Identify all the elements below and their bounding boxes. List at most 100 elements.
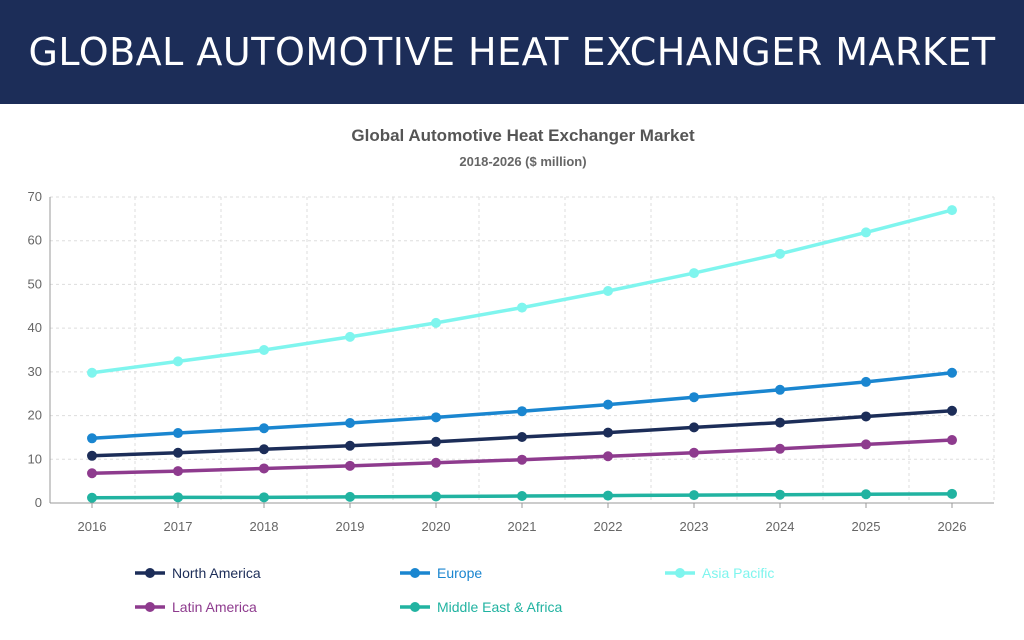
x-tick-label: 2022 bbox=[594, 519, 623, 534]
data-point bbox=[431, 436, 441, 447]
legend-item: Latin America bbox=[135, 599, 257, 615]
data-point bbox=[173, 466, 183, 477]
data-point bbox=[259, 492, 269, 503]
data-point bbox=[259, 423, 269, 434]
data-point bbox=[345, 491, 355, 502]
data-point bbox=[603, 399, 613, 410]
data-point bbox=[517, 431, 527, 442]
data-point bbox=[87, 492, 97, 503]
series-north-america bbox=[87, 405, 957, 461]
data-point bbox=[775, 384, 785, 395]
data-point bbox=[689, 422, 699, 433]
data-point bbox=[87, 367, 97, 378]
chart-title: Global Automotive Heat Exchanger Market bbox=[351, 126, 695, 145]
x-tick-label: 2025 bbox=[852, 519, 881, 534]
data-point bbox=[259, 463, 269, 474]
x-tick-label: 2026 bbox=[938, 519, 967, 534]
y-tick-label: 40 bbox=[28, 320, 42, 335]
chart-subtitle: 2018-2026 ($ million) bbox=[459, 154, 586, 169]
data-point bbox=[861, 376, 871, 387]
data-point bbox=[173, 492, 183, 503]
series-line bbox=[90, 370, 954, 441]
y-tick-label: 0 bbox=[35, 495, 42, 510]
data-point bbox=[345, 418, 355, 429]
data-point bbox=[947, 488, 957, 499]
legend-label: Latin America bbox=[172, 599, 257, 615]
data-point bbox=[861, 489, 871, 500]
header-banner: GLOBAL AUTOMOTIVE HEAT EXCHANGER MARKET bbox=[0, 0, 1024, 104]
data-point bbox=[775, 417, 785, 428]
legend-swatch-dot bbox=[410, 602, 420, 612]
x-tick-label: 2019 bbox=[336, 519, 365, 534]
data-point bbox=[517, 454, 527, 465]
y-tick-label: 20 bbox=[28, 408, 42, 423]
x-tick-label: 2016 bbox=[78, 519, 107, 534]
data-point bbox=[259, 444, 269, 455]
data-point bbox=[689, 490, 699, 501]
y-tick-label: 70 bbox=[28, 189, 42, 204]
data-point bbox=[345, 440, 355, 451]
data-point bbox=[861, 411, 871, 422]
legend-swatch-dot bbox=[145, 568, 155, 578]
legend: North America Europe Asia Pacific Latin Ame… bbox=[135, 565, 774, 615]
data-point bbox=[689, 392, 699, 403]
data-point bbox=[775, 443, 785, 454]
x-tick-label: 2021 bbox=[508, 519, 537, 534]
data-point bbox=[431, 412, 441, 423]
data-point bbox=[431, 457, 441, 468]
series-latin-america bbox=[87, 435, 957, 479]
series-middle-east-africa bbox=[87, 488, 957, 503]
series-europe bbox=[87, 367, 957, 444]
x-tick-label: 2024 bbox=[766, 519, 795, 534]
data-point bbox=[947, 205, 957, 216]
legend-label: Middle East & Africa bbox=[437, 599, 562, 615]
data-point bbox=[775, 489, 785, 500]
banner-title: GLOBAL AUTOMOTIVE HEAT EXCHANGER MARKET bbox=[28, 30, 996, 74]
data-point bbox=[947, 435, 957, 446]
data-point bbox=[689, 447, 699, 458]
data-point bbox=[861, 227, 871, 238]
data-point bbox=[947, 405, 957, 416]
legend-swatch-dot bbox=[675, 568, 685, 578]
data-point bbox=[689, 268, 699, 279]
data-point bbox=[173, 356, 183, 367]
series-asia-pacific bbox=[87, 205, 957, 378]
data-point bbox=[603, 427, 613, 438]
y-tick-label: 60 bbox=[28, 233, 42, 248]
data-point bbox=[345, 460, 355, 471]
data-point bbox=[345, 331, 355, 342]
x-tick-label: 2018 bbox=[250, 519, 279, 534]
data-point bbox=[87, 433, 97, 444]
x-tick-label: 2020 bbox=[422, 519, 451, 534]
legend-item: Asia Pacific bbox=[665, 565, 774, 581]
x-tick-label: 2017 bbox=[164, 519, 193, 534]
data-point bbox=[173, 428, 183, 439]
data-point bbox=[603, 285, 613, 296]
data-point bbox=[775, 248, 785, 259]
data-point bbox=[431, 491, 441, 502]
data-point bbox=[259, 345, 269, 355]
x-tick-label: 2023 bbox=[680, 519, 709, 534]
data-point bbox=[603, 490, 613, 501]
y-tick-label: 30 bbox=[28, 364, 42, 379]
axes: 0 10 20 30 40 50 60 70 2016 2017 2018 2019 2020 2021 2… bbox=[28, 189, 994, 534]
y-tick-label: 10 bbox=[28, 451, 42, 466]
legend-item: Middle East & Africa bbox=[400, 599, 562, 615]
legend-label: North America bbox=[172, 565, 261, 581]
legend-item: Europe bbox=[400, 565, 482, 581]
data-point bbox=[861, 439, 871, 450]
legend-item: North America bbox=[135, 565, 261, 581]
data-point bbox=[603, 451, 613, 462]
legend-swatch-dot bbox=[145, 602, 155, 612]
line-chart: Global Automotive Heat Exchanger Market … bbox=[28, 126, 995, 615]
y-tick-label: 50 bbox=[28, 276, 42, 291]
data-point bbox=[173, 447, 183, 458]
legend-label: Asia Pacific bbox=[702, 565, 774, 581]
data-point bbox=[87, 468, 97, 479]
data-point bbox=[517, 491, 527, 502]
legend-swatch-dot bbox=[410, 568, 420, 578]
data-point bbox=[87, 450, 97, 461]
series-lines bbox=[87, 205, 957, 503]
data-point bbox=[517, 302, 527, 313]
data-point bbox=[431, 317, 441, 328]
